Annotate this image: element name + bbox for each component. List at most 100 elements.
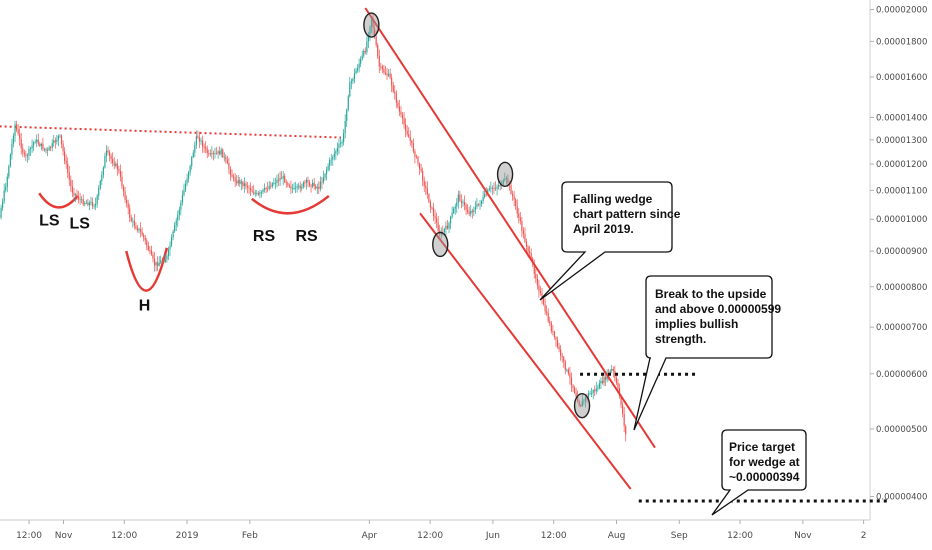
candle-body: [14, 124, 16, 136]
candle-body: [356, 68, 359, 71]
candle-body: [22, 148, 24, 153]
candle-body: [361, 55, 363, 59]
candle-body: [127, 203, 129, 209]
candle-body: [316, 187, 318, 189]
candle-body: [524, 233, 526, 242]
candle-body: [332, 157, 334, 160]
candle-body: [343, 133, 345, 142]
candle-body: [587, 393, 590, 398]
candle-body: [367, 35, 370, 42]
x-tick-label: 12:00: [541, 531, 567, 541]
y-tick-label: 0.00000800: [876, 283, 927, 293]
candle-body: [358, 63, 360, 69]
x-axis: 12:00 Nov 12:00 2019 Feb Apr 12:00 Jun 12:00 Aug S…: [0, 519, 870, 541]
candle-body: [253, 191, 255, 194]
candle-body: [617, 382, 619, 389]
candle-body: [456, 202, 458, 207]
candle-body: [211, 153, 213, 155]
candle-body: [43, 148, 46, 150]
candle-body: [383, 69, 385, 73]
candle-body: [8, 166, 10, 177]
candle-body: [149, 249, 151, 251]
candle-body: [581, 401, 583, 407]
candle-body: [203, 146, 205, 148]
candle-body: [82, 199, 84, 205]
candle-body: [220, 149, 222, 155]
candle-body: [499, 184, 501, 186]
candle-body: [522, 230, 525, 234]
candle-body: [33, 142, 35, 146]
candle-body: [93, 205, 95, 207]
candle-body: [601, 380, 604, 384]
candle-body: [321, 181, 323, 183]
candle-body: [68, 172, 70, 180]
candle-body: [423, 180, 425, 186]
candle-body: [257, 193, 259, 195]
callout-text-line: for wedge at: [729, 455, 800, 469]
candle-body: [609, 370, 611, 375]
candle-body: [598, 383, 600, 389]
candle-body: [107, 150, 109, 153]
candle-body: [374, 28, 376, 37]
candle-body: [301, 186, 303, 189]
candle-body: [446, 225, 449, 229]
x-tick-label: Aug: [608, 531, 626, 541]
candle-body: [42, 143, 44, 150]
candle-body: [298, 185, 300, 187]
candle-body: [276, 179, 278, 183]
candle-body: [226, 159, 228, 164]
candle-body: [188, 172, 190, 179]
candle-body: [322, 177, 325, 183]
candle-body: [54, 140, 56, 143]
candle-body: [141, 231, 143, 235]
candle-body: [305, 179, 308, 183]
candle-body: [57, 135, 60, 140]
candle-body: [263, 187, 266, 190]
candle-body: [426, 188, 428, 195]
candle-body: [214, 153, 216, 154]
candle-body: [525, 241, 528, 247]
candle-body: [37, 139, 39, 144]
candle-body: [536, 278, 538, 286]
candle-body: [349, 82, 351, 97]
candle-body: [485, 193, 487, 195]
candle-body: [267, 188, 269, 190]
candle-body: [139, 229, 142, 232]
candle-body: [186, 178, 188, 184]
candle-body: [518, 213, 520, 218]
candle-body: [209, 153, 211, 155]
candle-body: [29, 148, 32, 150]
candle-body: [40, 143, 42, 147]
candle-body: [555, 337, 557, 340]
candle-body: [98, 188, 100, 196]
candle-body: [191, 157, 193, 166]
candle-body: [212, 153, 215, 154]
candle-body: [491, 187, 494, 189]
candle-body: [88, 202, 91, 206]
candle-body: [502, 180, 504, 185]
candle-body: [550, 323, 552, 332]
wedge-line: [364, 7, 656, 449]
candle-body: [594, 390, 596, 392]
candle-body: [570, 377, 573, 386]
callout-text-line: chart pattern since: [573, 207, 681, 221]
x-tick-label: 12:00: [16, 531, 42, 541]
candle-body: [197, 136, 199, 138]
candle-body: [167, 249, 170, 257]
candle-body: [153, 258, 156, 266]
candle-body: [166, 256, 168, 260]
y-tick-label: 0.00001800: [876, 37, 927, 47]
candle-body: [2, 201, 4, 208]
candle-body: [575, 392, 577, 397]
candle-body: [277, 179, 280, 181]
candle-body: [335, 151, 337, 154]
callout-text-line: Falling wedge: [573, 192, 653, 206]
candle-body: [498, 184, 500, 187]
candle-body: [414, 151, 416, 157]
candle-body: [138, 229, 140, 231]
candle-body: [521, 221, 523, 231]
candle-body: [346, 109, 348, 121]
candle-body: [157, 262, 159, 266]
candle-body: [308, 182, 311, 186]
candle-body: [488, 188, 490, 190]
